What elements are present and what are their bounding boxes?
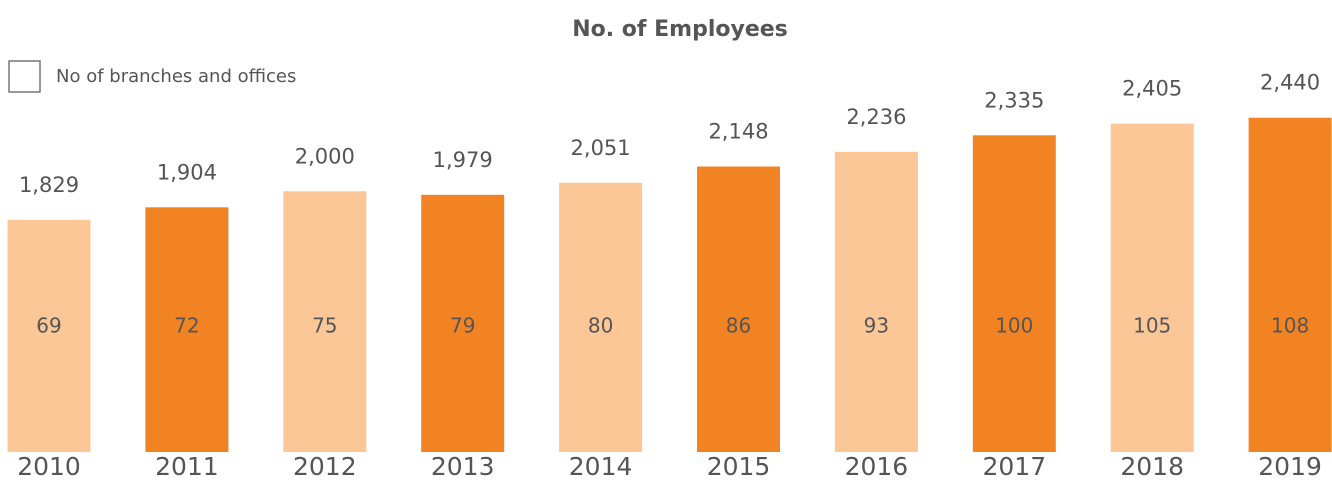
value-label: 2,051: [571, 136, 631, 160]
value-label: 2,405: [1122, 77, 1182, 101]
value-label: 2,148: [708, 120, 768, 144]
x-tick-label: 2016: [845, 452, 909, 481]
bar: [283, 191, 367, 452]
legend-label: No of branches and offices: [56, 66, 296, 87]
x-tick-label: 2014: [569, 452, 633, 481]
bar: [421, 194, 505, 452]
inner-label: 100: [995, 314, 1033, 338]
value-label: 2,335: [984, 88, 1044, 112]
value-label: 1,904: [157, 160, 217, 184]
inner-label: 80: [588, 314, 613, 338]
x-tick-label: 2017: [982, 452, 1046, 481]
chart-title: No. of Employees: [572, 17, 788, 42]
x-tick-label: 2012: [293, 452, 357, 481]
value-label: 1,979: [433, 148, 493, 172]
inner-label: 86: [726, 314, 751, 338]
x-tick-label: 2013: [431, 452, 495, 481]
inner-label: 105: [1133, 314, 1171, 338]
value-label: 2,440: [1260, 71, 1320, 95]
inner-label: 79: [450, 314, 475, 338]
bar: [1110, 123, 1194, 453]
bar: [972, 135, 1056, 452]
bar: [7, 219, 91, 452]
x-tick-label: 2015: [707, 452, 771, 481]
value-label: 1,829: [19, 173, 79, 197]
bar: [697, 166, 780, 452]
x-tick-label: 2018: [1120, 452, 1184, 481]
inner-label: 69: [36, 314, 61, 338]
x-tick-label: 2019: [1258, 452, 1322, 481]
x-tick-label: 2010: [17, 452, 81, 481]
bar: [834, 151, 918, 452]
value-label: 2,236: [846, 105, 906, 129]
bar: [1248, 117, 1332, 453]
bar: [559, 182, 643, 453]
inner-label: 108: [1271, 314, 1309, 338]
legend-swatch: [8, 60, 41, 93]
inner-label: 72: [174, 314, 199, 338]
bar: [145, 207, 229, 452]
x-tick-label: 2011: [155, 452, 219, 481]
inner-label: 93: [864, 314, 889, 338]
value-label: 2,000: [295, 144, 355, 168]
inner-label: 75: [312, 314, 337, 338]
